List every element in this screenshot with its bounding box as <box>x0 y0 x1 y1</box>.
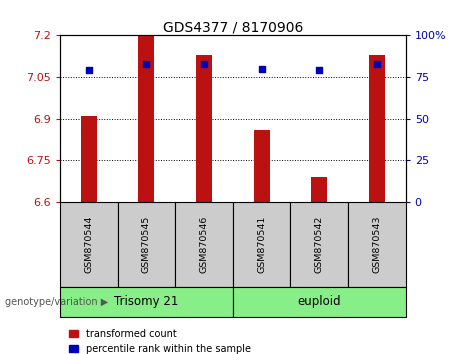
Text: genotype/variation ▶: genotype/variation ▶ <box>5 297 108 307</box>
Bar <box>196 55 212 202</box>
Point <box>258 66 266 72</box>
Text: GSM870546: GSM870546 <box>200 216 208 273</box>
Text: GSM870543: GSM870543 <box>372 216 381 273</box>
Point <box>315 68 323 73</box>
Bar <box>348 202 406 287</box>
Bar <box>81 116 97 202</box>
Text: GSM870544: GSM870544 <box>84 216 93 273</box>
Text: GSM870545: GSM870545 <box>142 216 151 273</box>
Text: GSM870541: GSM870541 <box>257 216 266 273</box>
Bar <box>233 202 290 287</box>
Title: GDS4377 / 8170906: GDS4377 / 8170906 <box>163 20 303 34</box>
Bar <box>60 287 233 317</box>
Text: GSM870542: GSM870542 <box>315 216 324 273</box>
Bar <box>138 35 154 202</box>
Legend: transformed count, percentile rank within the sample: transformed count, percentile rank withi… <box>65 325 255 354</box>
Text: Trisomy 21: Trisomy 21 <box>114 295 178 308</box>
Bar <box>290 202 348 287</box>
Text: euploid: euploid <box>297 295 341 308</box>
Bar <box>254 130 270 202</box>
Bar <box>369 55 385 202</box>
Point <box>85 68 92 73</box>
Point <box>373 61 381 67</box>
Bar <box>118 202 175 287</box>
Point <box>200 61 207 67</box>
Bar <box>175 202 233 287</box>
Bar <box>311 177 327 202</box>
Bar <box>60 202 118 287</box>
Point <box>142 61 150 67</box>
Bar <box>233 287 406 317</box>
